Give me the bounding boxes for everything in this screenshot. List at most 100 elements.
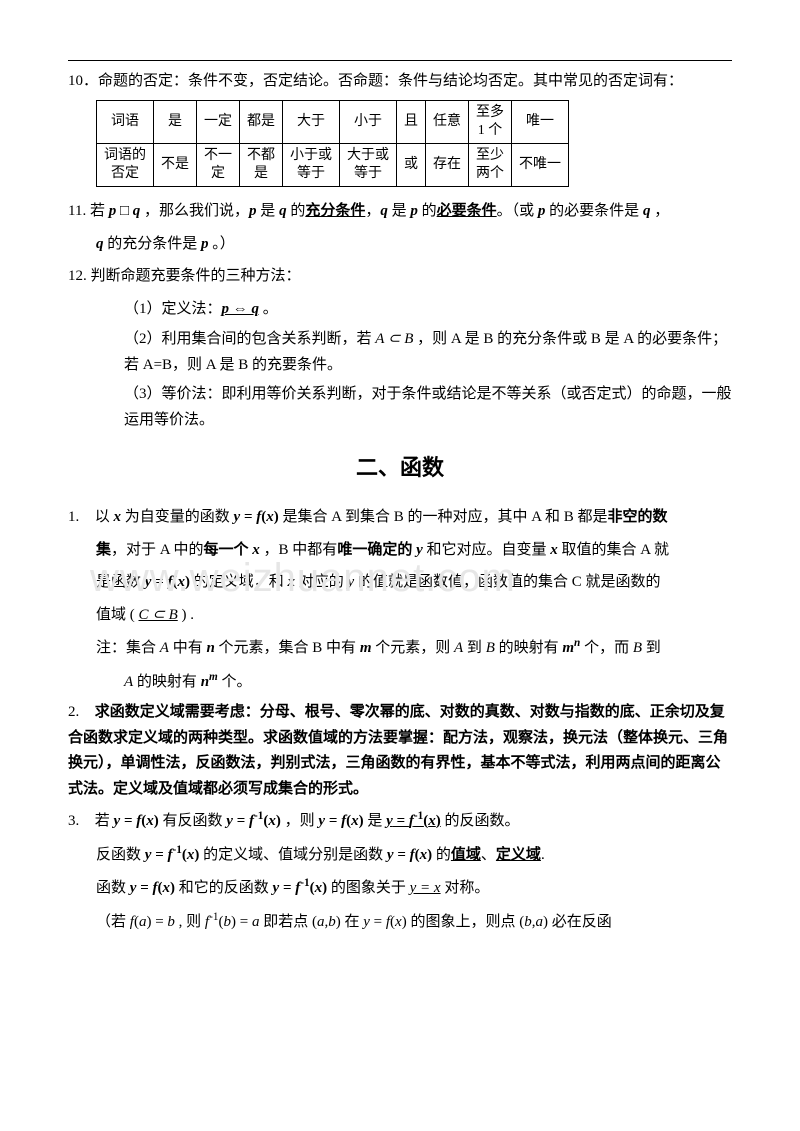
t: ， — [365, 203, 380, 219]
t: 若 — [95, 813, 114, 829]
cell: 或 — [397, 143, 426, 186]
base: n — [201, 674, 209, 690]
t: 个，而 — [580, 640, 633, 656]
t: 等价法：即利用等价关系判断，对于条件或结论是不等关系（或否定式）的命题，一般运用… — [124, 386, 732, 428]
inv: -1 — [300, 877, 309, 889]
y: y — [387, 847, 394, 863]
cell: 且 — [397, 100, 426, 143]
t: , 则 — [175, 914, 205, 930]
t: ，那么我们说， — [140, 203, 249, 219]
expr: y = x — [410, 880, 441, 896]
eq: = — [393, 813, 409, 829]
t: 个元素，集合 B 中有 — [215, 640, 360, 656]
label: （3） — [124, 386, 162, 402]
t: 反函数 — [96, 847, 145, 863]
x: x — [163, 880, 171, 896]
t: 个元素，则 — [371, 640, 454, 656]
table-row: 词语的否定 不是 不一定 不都是 小于或等于 大于或等于 或 存在 至少两个 不… — [97, 143, 569, 186]
y: y — [386, 813, 393, 829]
q: q — [96, 236, 104, 252]
eq: = — [151, 847, 167, 863]
func-3-l1: 3. 若 y = f(x) 有反函数 y = f-1(x) ，则 y = f(x… — [68, 806, 732, 836]
eq: = — [279, 880, 295, 896]
t: 的图象关于 — [327, 880, 410, 896]
a: a — [535, 914, 543, 930]
cell: 小于或等于 — [283, 143, 340, 186]
expr: p ⇔ q — [222, 301, 260, 317]
num: 12. — [68, 268, 91, 284]
t: （若 — [96, 914, 130, 930]
t: 有反函数 — [159, 813, 227, 829]
table-row: 词语 是 一定 都是 大于 小于 且 任意 至多1 个 唯一 — [97, 100, 569, 143]
func-1-l4: 值域 ( C ⊂ B ) . — [68, 601, 732, 630]
cell: 唯一 — [512, 100, 569, 143]
item-12-1: （1）定义法：p ⇔ q 。 — [68, 295, 732, 324]
inv: -1 — [173, 844, 182, 856]
section-title-2: 二、函数 — [68, 447, 732, 489]
t: 若 — [90, 203, 109, 219]
func-2: 2. 求函数定义域需要考虑：分母、根号、零次幂的底、对数的真数、对数与指数的底、… — [68, 700, 732, 802]
cell: 存在 — [426, 143, 469, 186]
t: 。（或 — [497, 203, 538, 219]
item-12-3: （3）等价法：即利用等价关系判断，对于条件或结论是不等关系（或否定式）的命题，一… — [68, 382, 732, 433]
t: 利用集合间的包含关系判断，若 — [162, 331, 376, 347]
cell: 至少两个 — [469, 143, 512, 186]
eq: = — [151, 914, 167, 930]
eq: = — [370, 914, 386, 930]
cell: 大于 — [283, 100, 340, 143]
necessary: 必要条件 — [437, 203, 497, 219]
text: 求函数定义域需要考虑：分母、根号、零次幂的底、对数的真数、对数与指数的底、正余切… — [68, 704, 728, 797]
t: 的必要条件是 — [545, 203, 643, 219]
b: b — [223, 914, 231, 930]
x: x — [351, 813, 359, 829]
sufficient: 充分条件 — [305, 203, 365, 219]
t: 必在反函 — [548, 914, 612, 930]
p: p — [201, 236, 209, 252]
eq: = — [394, 847, 410, 863]
t: . — [541, 847, 545, 863]
line: 集，对于 A 中的每一个 x ，B 中都有唯一确定的 y 和它对应。自变量 x … — [96, 542, 669, 558]
cell: 一定 — [197, 100, 240, 143]
eq: = — [233, 813, 249, 829]
t: 是 — [364, 813, 387, 829]
eq: = — [120, 813, 136, 829]
cell: 词语 — [97, 100, 154, 143]
t: 的 — [287, 203, 306, 219]
cell: 大于或等于 — [340, 143, 397, 186]
a: a — [317, 914, 325, 930]
n: n — [206, 640, 214, 656]
t: 的映射有 — [495, 640, 563, 656]
x: x — [395, 914, 402, 930]
label: （1）定义法： — [124, 301, 222, 317]
b: b — [167, 914, 175, 930]
func-3-l4: （若 f(a) = b , 则 f-1(b) = a 即若点 (a,b) 在 y… — [68, 907, 732, 937]
cell: 不一定 — [197, 143, 240, 186]
box: □ — [116, 203, 133, 219]
domain: 定义域 — [496, 847, 541, 863]
func-1-note: 注：集合 A 中有 n 个元素，集合 B 中有 m 个元素，则 A 到 B 的映… — [68, 633, 732, 663]
cell: 任意 — [426, 100, 469, 143]
t: 在 — [341, 914, 364, 930]
y: y — [363, 914, 370, 930]
cell: 词语的否定 — [97, 143, 154, 186]
func-3-l3: 函数 y = f(x) 和它的反函数 y = f-1(x) 的图象关于 y = … — [68, 873, 732, 903]
x: x — [428, 813, 436, 829]
t: 、 — [481, 847, 496, 863]
expr: C ⊂ B — [139, 607, 178, 623]
expr: A ⊂ B — [375, 331, 413, 347]
t: 即若点 — [259, 914, 312, 930]
negation-table: 词语 是 一定 都是 大于 小于 且 任意 至多1 个 唯一 词语的否定 不是 … — [96, 100, 569, 188]
b: b — [524, 914, 532, 930]
t: 的图象上，则点 — [407, 914, 520, 930]
item-10: 10．命题的否定：条件不变，否定结论。否命题：条件与结论均否定。其中常见的否定词… — [68, 67, 732, 96]
func-1-note-l2: A 的映射有 nm 个。 — [68, 667, 732, 697]
item-11: 11. 若 p □ q ，那么我们说，p 是 q 的充分条件，q 是 p 的必要… — [68, 197, 732, 226]
eq: = — [136, 880, 152, 896]
t: 判断命题充要条件的三种方法： — [91, 268, 301, 284]
t: 到 — [642, 640, 661, 656]
x: x — [315, 880, 323, 896]
line: 以 x 为自变量的函数 y = f(x) 是集合 A 到集合 B 的一种对应，其… — [95, 509, 668, 525]
b: b — [328, 914, 336, 930]
func-3-l2: 反函数 y = f-1(x) 的定义域、值域分别是函数 y = f(x) 的值域… — [68, 840, 732, 870]
q: q — [279, 203, 287, 219]
